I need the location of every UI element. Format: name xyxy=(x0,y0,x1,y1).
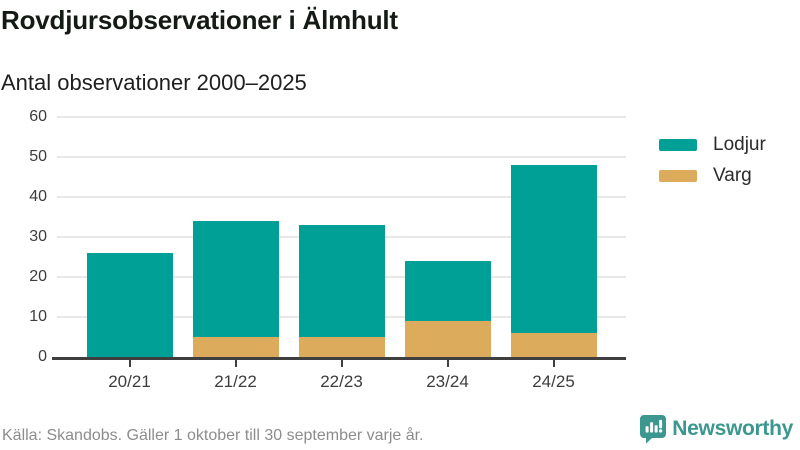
bar-segment-varg xyxy=(510,333,597,357)
legend-swatch xyxy=(659,138,697,151)
x-tick-label: 23/24 xyxy=(426,372,469,391)
legend: Lodjur Varg xyxy=(659,135,766,185)
x-tick-label: 24/25 xyxy=(532,372,575,391)
x-tick xyxy=(234,360,237,367)
x-tick-label: 21/22 xyxy=(214,372,257,391)
plot-area: 20/21 21/22 22/23 23/24 24/25 xyxy=(57,116,626,391)
bar-segment-lodjur xyxy=(298,225,385,337)
y-tick-label: 40 xyxy=(29,188,47,205)
legend-label: Varg xyxy=(713,165,752,186)
chart-subtitle: Antal observationer 2000–2025 xyxy=(1,70,307,95)
bar-segment-lodjur xyxy=(404,261,491,321)
x-tick xyxy=(340,360,343,367)
legend-label: Lodjur xyxy=(713,134,766,155)
bar-22/23: 22/23 xyxy=(298,225,385,391)
x-tick xyxy=(552,360,555,367)
bar-segment-varg xyxy=(192,337,279,357)
y-tick-label: 50 xyxy=(29,148,47,165)
x-tick-label: 22/23 xyxy=(320,372,363,391)
bar-segment-lodjur xyxy=(86,253,173,357)
bar-segment-varg xyxy=(298,337,385,357)
gridline xyxy=(57,156,626,158)
x-tick-label: 20/21 xyxy=(108,372,151,391)
bar-segment-lodjur xyxy=(510,165,597,333)
x-axis-line xyxy=(52,357,626,360)
bar-24/25: 24/25 xyxy=(510,165,597,391)
legend-item-varg: Varg xyxy=(659,166,766,185)
bar-segment-varg xyxy=(404,321,491,357)
legend-swatch xyxy=(659,169,697,182)
newsworthy-logo: Newsworthy xyxy=(639,414,793,444)
y-tick-label: 60 xyxy=(29,108,47,125)
source-note: Källa: Skandobs. Gäller 1 oktober till 3… xyxy=(2,427,424,444)
bar-23/24: 23/24 xyxy=(404,261,491,391)
y-tick-label: 30 xyxy=(29,228,47,245)
x-tick xyxy=(128,360,131,367)
chart-title: Rovdjursobservationer i Älmhult xyxy=(1,5,398,35)
x-tick xyxy=(446,360,449,367)
y-tick-label: 0 xyxy=(38,348,47,365)
gridline xyxy=(57,196,626,198)
bar-segment-lodjur xyxy=(192,221,279,337)
bar-21/22: 21/22 xyxy=(192,221,279,391)
newsworthy-icon xyxy=(639,414,667,444)
bar-20/21: 20/21 xyxy=(86,253,173,391)
gridline xyxy=(57,116,626,118)
newsworthy-wordmark: Newsworthy xyxy=(672,417,793,440)
legend-item-lodjur: Lodjur xyxy=(659,135,766,154)
y-axis: 0 10 20 30 40 50 60 xyxy=(0,109,47,365)
y-tick-label: 20 xyxy=(29,268,47,285)
y-tick-label: 10 xyxy=(29,308,47,325)
bars: 20/21 21/22 22/23 23/24 24/25 xyxy=(57,117,626,391)
